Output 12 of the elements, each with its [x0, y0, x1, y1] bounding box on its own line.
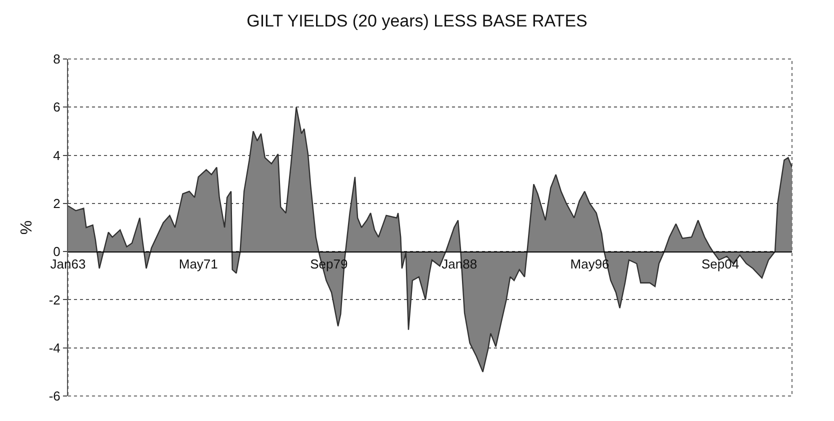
y-tick-label: -4 [48, 340, 60, 356]
chart-title: GILT YIELDS (20 years) LESS BASE RATES [246, 12, 588, 31]
y-tick-label: 0 [53, 244, 60, 260]
x-tick-label: Sep04 [701, 256, 740, 272]
y-tick-label: 6 [53, 100, 60, 115]
y-tick-label: -6 [48, 388, 60, 404]
y-tick-label: 2 [53, 196, 60, 211]
y-tick-label: 8 [53, 52, 60, 67]
y-tick-label: 4 [53, 148, 60, 163]
y-axis-title: % [18, 220, 36, 235]
x-tick-label: May71 [178, 256, 218, 272]
y-tick-label: -2 [48, 292, 60, 308]
